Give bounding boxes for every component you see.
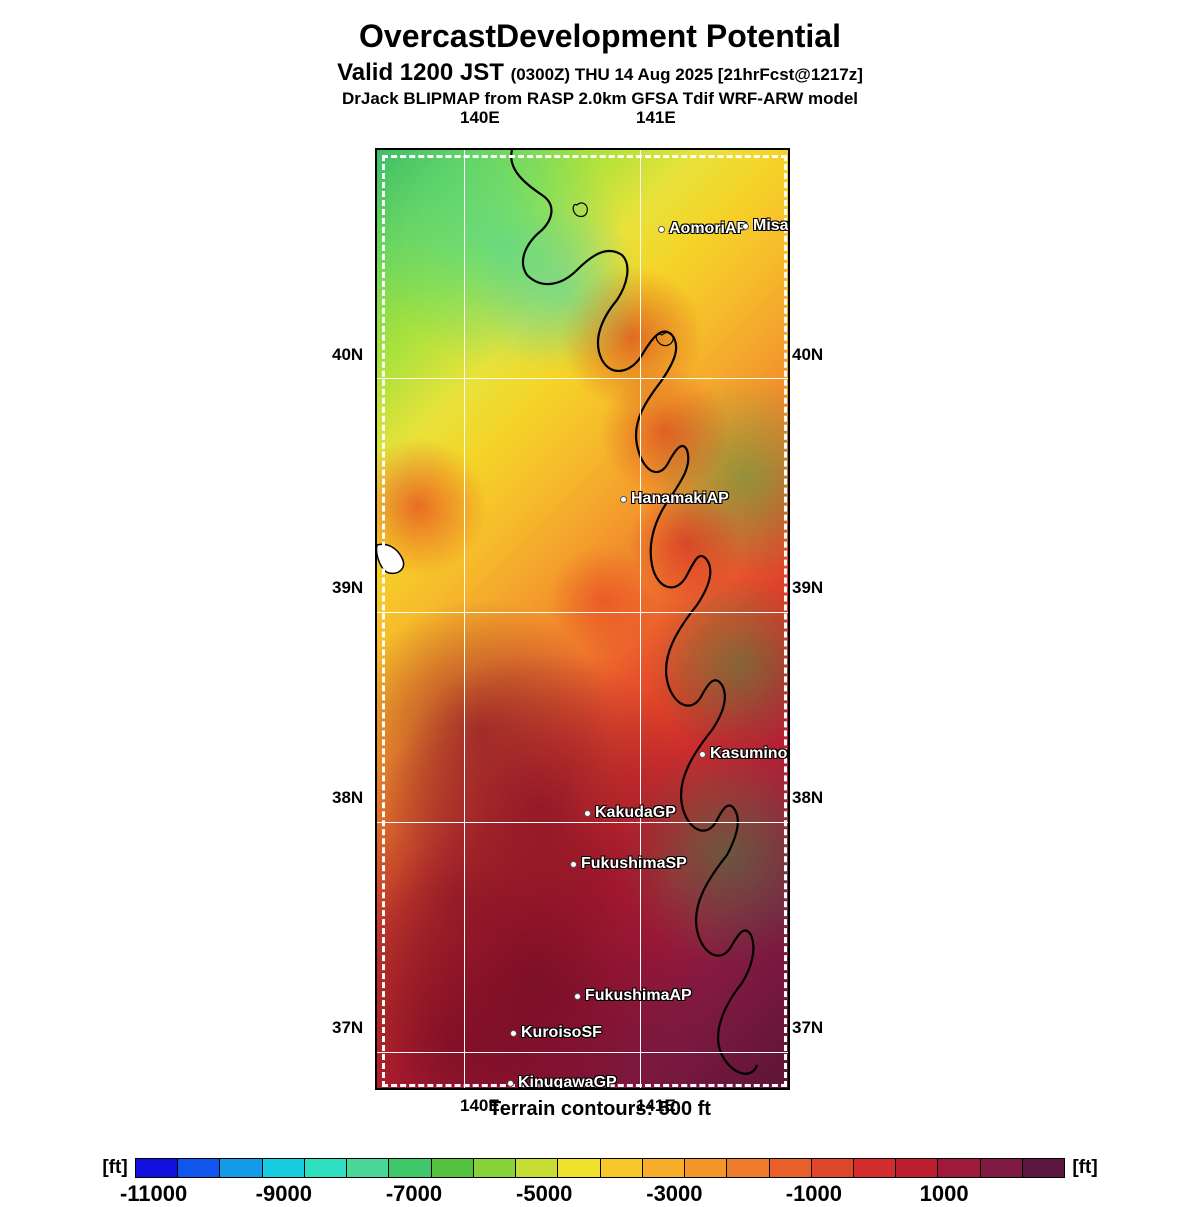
- lat-right-label-0: 40N: [792, 345, 823, 365]
- lat-right-label-3: 37N: [792, 1018, 823, 1038]
- lat-left-label-2: 38N: [332, 788, 363, 808]
- colorbar-tick-6: 1000: [920, 1181, 969, 1207]
- city-marker-misawaad: MisawaAD: [742, 217, 790, 235]
- lat-left-label-0: 40N: [332, 345, 363, 365]
- city-marker-kakudagp: KakudaGP: [584, 804, 676, 822]
- city-dot-icon: [570, 861, 577, 868]
- colorbar-right-unit: [ft]: [1065, 1157, 1105, 1179]
- colorbar-tick-4: -3000: [646, 1181, 702, 1207]
- colorbar-tick-5: -1000: [786, 1181, 842, 1207]
- city-dot-icon: [620, 496, 627, 503]
- lat-right-label-2: 38N: [792, 788, 823, 808]
- city-dot-icon: [584, 810, 591, 817]
- valid-line: Valid 1200 JST (0300Z) THU 14 Aug 2025 […: [0, 59, 1200, 87]
- lon-top-label-1: 141E: [636, 108, 676, 128]
- city-dot-icon: [699, 751, 706, 758]
- city-marker-kasuminomead: KasuminomeAD: [699, 745, 790, 763]
- lon-top-label-0: 140E: [460, 108, 500, 128]
- model-line: DrJack BLIPMAP from RASP 2.0km GFSA Tdif…: [0, 89, 1200, 109]
- colorbar-wrapper: [ft] [ft] -11000 -: [95, 1157, 1105, 1205]
- page-title: OvercastDevelopment Potential: [0, 18, 1200, 55]
- city-dot-icon: [507, 1080, 514, 1087]
- city-marker-hanamakiap: HanamakiAP: [620, 490, 729, 508]
- colorbar-tick-3: -5000: [516, 1181, 572, 1207]
- terrain-map: AomoriAP MisawaAD HanamakiAP KasuminomeA…: [375, 148, 790, 1090]
- lat-left-label-3: 37N: [332, 1018, 363, 1038]
- colorbar-ticks: -11000 -9000 -7000 -5000 -3000 -1000 100…: [135, 1179, 1065, 1205]
- city-marker-kuroisosf: KuroisoSF: [510, 1024, 602, 1042]
- city-marker-fukushimaap: FukushimaAP: [574, 987, 692, 1005]
- colorbar-tick-1: -9000: [256, 1181, 312, 1207]
- title-block: OvercastDevelopment Potential Valid 1200…: [0, 18, 1200, 109]
- colorbar-gradient: [135, 1158, 1065, 1178]
- city-marker-aomoriap: AomoriAP: [658, 220, 747, 238]
- lat-right-label-1: 39N: [792, 578, 823, 598]
- city-dot-icon: [658, 226, 665, 233]
- colorbar-tick-2: -7000: [386, 1181, 442, 1207]
- contours-note: Terrain contours: 500 ft: [489, 1098, 711, 1121]
- city-dot-icon: [574, 993, 581, 1000]
- colorbar-tick-0: -11000: [120, 1181, 187, 1207]
- city-marker-kinugawagp: KinugawaGP: [507, 1074, 617, 1090]
- colorbar-left-unit: [ft]: [95, 1157, 135, 1179]
- city-dot-icon: [742, 223, 749, 230]
- lat-left-label-1: 39N: [332, 578, 363, 598]
- city-dot-icon: [510, 1030, 517, 1037]
- colorbar-row: [ft] [ft]: [95, 1157, 1105, 1179]
- city-marker-fukushimasp: FukushimaSP: [570, 855, 687, 873]
- dashed-bound-box: [382, 155, 787, 1087]
